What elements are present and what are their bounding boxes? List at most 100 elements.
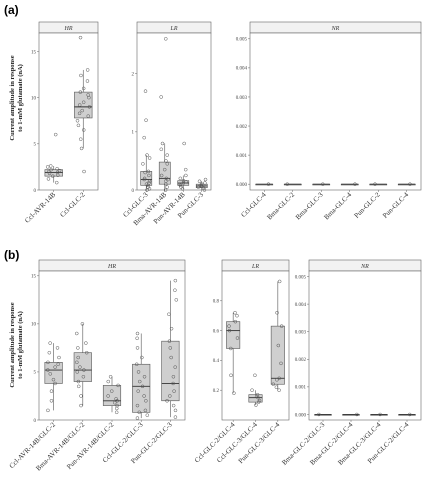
data-point (202, 188, 207, 192)
box-iqr (102, 385, 122, 406)
facet-lr: LR0.20.40.60.8Ccl-GLC-2/GLC-4Ccl-GLC-3/G… (193, 259, 290, 465)
data-point (378, 412, 382, 417)
data-point (199, 184, 203, 188)
y-tick-label: 0.003 (295, 331, 307, 336)
data-point (147, 156, 152, 160)
data-point (79, 403, 83, 408)
y-tick-label: 0.001 (295, 386, 307, 391)
box-iqr (44, 362, 63, 384)
x-tick-label: Bma-GLC-3 (294, 190, 325, 221)
x-tick-label: Ccl-GLC-2 (58, 190, 87, 219)
data-point (146, 185, 150, 189)
data-point (46, 360, 50, 365)
data-point (147, 181, 151, 185)
data-point (173, 288, 177, 292)
data-point (199, 182, 204, 186)
y-axis-title: Current amplitude in response to 1-mM glu… (9, 55, 24, 140)
data-point (81, 86, 86, 91)
data-point (197, 179, 202, 184)
data-point (53, 381, 57, 386)
data-point (274, 385, 279, 389)
y-tick-label: 5 (34, 143, 37, 148)
data-point (164, 37, 168, 41)
y-axis-title-line: to 1-mM glutamate (nA) (17, 64, 24, 132)
y-tick-label: 0.6 (213, 329, 220, 334)
data-point (143, 170, 147, 175)
facet-plot-area (249, 32, 422, 191)
data-point (203, 181, 207, 185)
data-point (173, 408, 178, 413)
data-point (178, 176, 183, 181)
data-point (143, 408, 148, 413)
y-tick-label: 15 (31, 50, 37, 55)
data-point (173, 415, 178, 419)
data-point (201, 186, 206, 191)
data-point (45, 165, 50, 169)
data-point (147, 179, 152, 184)
data-point (81, 100, 86, 105)
chart-panel-b: (b) Current amplitude in response to 1-mM … (4, 248, 422, 473)
data-point (254, 403, 258, 407)
box-0 (44, 341, 63, 413)
data-point (81, 128, 86, 132)
data-point (146, 169, 151, 174)
data-point (235, 336, 240, 340)
data-point (147, 173, 151, 178)
y-tick-label: 0.002 (295, 358, 307, 363)
data-point (76, 355, 80, 360)
data-point (76, 123, 81, 128)
data-point (46, 177, 51, 181)
data-point (227, 324, 231, 328)
data-point (142, 135, 146, 140)
data-point (53, 132, 58, 137)
data-point (78, 365, 82, 369)
data-point (145, 153, 149, 157)
data-point (51, 174, 55, 178)
y-tick-label: 15 (31, 275, 37, 280)
data-point (167, 339, 172, 343)
box-4 (161, 278, 180, 419)
box-2 (370, 412, 388, 417)
data-point (164, 159, 168, 163)
data-point (165, 399, 169, 403)
data-point (182, 141, 186, 146)
data-point (76, 384, 81, 389)
y-tick-label: 0 (34, 419, 37, 424)
box-0 (314, 412, 332, 417)
data-point (55, 170, 60, 175)
box-0 (44, 132, 63, 185)
x-tick-label: Pun-GLC-4 (381, 190, 410, 219)
data-point (77, 111, 82, 116)
data-point (87, 105, 92, 109)
data-point (135, 346, 140, 350)
data-point (162, 167, 167, 172)
box-1 (342, 412, 360, 417)
x-tick-label: Pun-GLC-3/GLC-4 (237, 420, 282, 465)
data-point (135, 336, 139, 341)
data-point (77, 103, 82, 107)
data-point (135, 403, 140, 408)
data-point (171, 403, 176, 408)
data-point (78, 35, 83, 40)
data-point (285, 182, 290, 186)
facet-plot-area (136, 32, 212, 191)
data-point (135, 331, 140, 336)
box-iqr (270, 325, 285, 385)
data-point (279, 361, 283, 366)
data-point (166, 177, 170, 182)
data-point (227, 328, 232, 333)
box-iqr (248, 394, 263, 403)
box-3 (132, 331, 151, 420)
box-0 (226, 310, 241, 395)
data-point (168, 346, 173, 350)
data-point (159, 173, 164, 178)
y-tick-label: 10 (31, 323, 37, 328)
data-point (78, 90, 83, 94)
data-point (163, 188, 168, 192)
data-point (49, 399, 54, 403)
data-point (106, 379, 111, 384)
data-point (232, 391, 236, 395)
x-tick-label: Bma-GLC-4 (322, 190, 353, 221)
data-point (408, 182, 412, 186)
